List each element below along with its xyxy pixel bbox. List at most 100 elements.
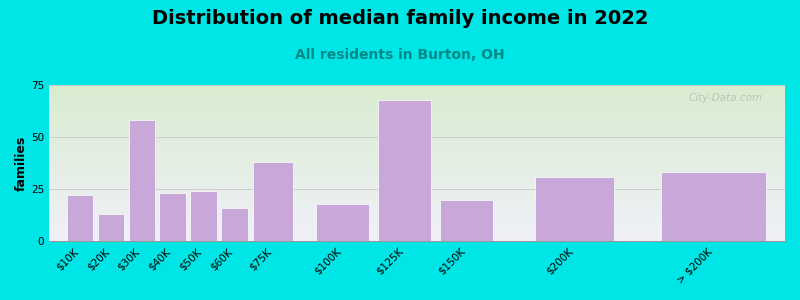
Bar (34, 226, 800, 227)
Bar (34, 132, 800, 134)
Bar (34, 160, 800, 162)
Bar (34, 149, 800, 151)
Bar (34, 85, 800, 87)
Bar (34, 227, 800, 229)
Bar (34, 205, 800, 207)
Bar (34, 163, 800, 165)
Bar (34, 157, 800, 158)
Bar (34, 215, 800, 216)
Bar (34, 224, 800, 226)
Bar (34, 138, 800, 140)
Bar (34, 235, 800, 237)
Bar (34, 240, 800, 241)
Bar (34, 134, 800, 135)
Bar (34, 185, 800, 187)
Bar (34, 162, 800, 163)
Bar (34, 197, 800, 199)
Bar (34, 90, 800, 91)
Bar (34, 124, 800, 126)
Bar (34, 219, 800, 221)
Bar (34, 204, 800, 205)
Bar (34, 143, 800, 144)
Bar (34, 171, 800, 172)
Bar (34, 180, 800, 182)
Bar (34, 152, 800, 154)
Bar (34, 112, 800, 113)
Y-axis label: families: families (15, 136, 28, 191)
Bar (34, 107, 800, 108)
Bar (34, 174, 800, 176)
Bar (34, 91, 800, 93)
Bar (34, 166, 800, 168)
Bar (34, 126, 800, 127)
Text: All residents in Burton, OH: All residents in Burton, OH (295, 48, 505, 62)
Bar (159, 193, 186, 241)
Bar (34, 98, 800, 99)
Bar (34, 207, 800, 208)
Text: Distribution of median family income in 2022: Distribution of median family income in … (152, 9, 648, 28)
Bar (34, 87, 800, 88)
Bar (34, 96, 800, 98)
Bar (190, 191, 217, 241)
Bar (34, 102, 800, 104)
Bar (34, 144, 800, 146)
Bar (34, 187, 800, 188)
Bar (34, 158, 800, 160)
Bar (34, 99, 800, 100)
Bar (34, 118, 800, 119)
Bar (34, 196, 800, 197)
Bar (34, 213, 800, 215)
Bar (317, 204, 369, 241)
Bar (34, 168, 800, 169)
Bar (34, 140, 800, 141)
Bar (34, 100, 800, 102)
Bar (34, 179, 800, 180)
Bar (34, 104, 800, 105)
Bar (34, 201, 800, 202)
Bar (34, 232, 800, 233)
Bar (34, 122, 800, 124)
Bar (34, 93, 800, 94)
Bar (34, 193, 800, 194)
Bar (34, 230, 800, 232)
Bar (34, 141, 800, 143)
Bar (34, 155, 800, 157)
Bar (34, 121, 800, 122)
Bar (34, 172, 800, 174)
Bar (440, 200, 493, 241)
Bar (34, 190, 800, 191)
Bar (34, 188, 800, 190)
Bar (34, 221, 800, 223)
Bar (34, 136, 800, 138)
Bar (222, 208, 248, 241)
Bar (34, 216, 800, 218)
Bar (34, 199, 800, 201)
Bar (34, 116, 800, 118)
Bar (34, 238, 800, 240)
Bar (34, 169, 800, 171)
Bar (34, 212, 800, 213)
Bar (129, 120, 155, 241)
Bar (34, 146, 800, 148)
Bar (34, 165, 800, 166)
Bar (34, 135, 800, 136)
Bar (34, 108, 800, 110)
Bar (34, 110, 800, 112)
Bar (98, 214, 124, 241)
Bar (34, 130, 800, 132)
Bar (34, 129, 800, 130)
Bar (34, 202, 800, 204)
Bar (34, 194, 800, 196)
Bar (34, 119, 800, 121)
Bar (34, 218, 800, 219)
Bar (34, 191, 800, 193)
Bar (535, 177, 614, 241)
Text: City-Data.com: City-Data.com (689, 93, 763, 103)
Bar (34, 94, 800, 96)
Bar (34, 223, 800, 224)
Bar (34, 182, 800, 183)
Bar (662, 172, 766, 241)
Bar (34, 154, 800, 155)
Bar (34, 115, 800, 116)
Bar (34, 237, 800, 238)
